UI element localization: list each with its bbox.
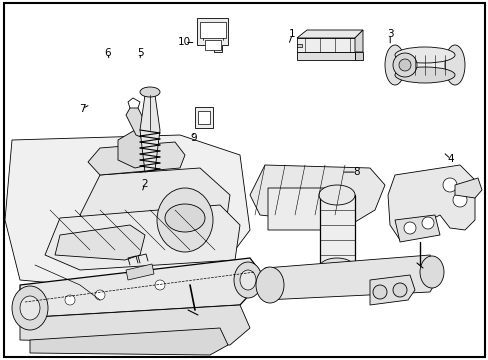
Polygon shape xyxy=(296,44,302,47)
Ellipse shape xyxy=(419,256,443,288)
Polygon shape xyxy=(5,135,249,290)
Ellipse shape xyxy=(164,204,204,232)
Ellipse shape xyxy=(12,286,48,330)
Polygon shape xyxy=(55,225,145,260)
Ellipse shape xyxy=(155,280,164,290)
Text: 1: 1 xyxy=(288,29,295,39)
Ellipse shape xyxy=(372,285,386,299)
Text: 3: 3 xyxy=(386,29,393,39)
Polygon shape xyxy=(126,264,154,280)
Polygon shape xyxy=(394,215,439,242)
Text: 7: 7 xyxy=(79,104,85,114)
Polygon shape xyxy=(387,165,474,240)
Polygon shape xyxy=(126,108,150,140)
Polygon shape xyxy=(195,107,213,128)
Polygon shape xyxy=(200,22,225,38)
Text: 8: 8 xyxy=(353,167,360,177)
Ellipse shape xyxy=(234,262,262,298)
Polygon shape xyxy=(454,178,481,198)
Polygon shape xyxy=(88,142,184,175)
Polygon shape xyxy=(394,55,454,75)
Ellipse shape xyxy=(140,87,160,97)
Polygon shape xyxy=(197,18,227,52)
Ellipse shape xyxy=(392,53,416,77)
Ellipse shape xyxy=(20,296,40,320)
Polygon shape xyxy=(198,111,209,124)
Polygon shape xyxy=(296,30,362,38)
Ellipse shape xyxy=(256,267,284,303)
Text: 4: 4 xyxy=(447,154,453,164)
Ellipse shape xyxy=(452,193,466,207)
Ellipse shape xyxy=(318,185,354,205)
Polygon shape xyxy=(20,305,249,345)
Polygon shape xyxy=(319,195,354,268)
Polygon shape xyxy=(354,30,362,52)
Polygon shape xyxy=(118,130,150,168)
Polygon shape xyxy=(264,255,439,300)
Polygon shape xyxy=(20,258,264,318)
Polygon shape xyxy=(30,328,227,355)
Ellipse shape xyxy=(394,47,454,63)
Ellipse shape xyxy=(157,188,213,252)
Polygon shape xyxy=(204,40,221,50)
Polygon shape xyxy=(45,205,240,270)
Polygon shape xyxy=(249,165,384,225)
Polygon shape xyxy=(267,188,354,230)
Ellipse shape xyxy=(442,178,456,192)
Ellipse shape xyxy=(421,217,433,229)
Ellipse shape xyxy=(240,270,256,290)
Text: 9: 9 xyxy=(190,132,197,143)
Ellipse shape xyxy=(394,67,454,83)
Polygon shape xyxy=(354,52,362,60)
Ellipse shape xyxy=(403,222,415,234)
Ellipse shape xyxy=(95,290,105,300)
Ellipse shape xyxy=(398,59,410,71)
Text: 5: 5 xyxy=(137,48,144,58)
Ellipse shape xyxy=(384,45,404,85)
Polygon shape xyxy=(80,168,229,240)
Ellipse shape xyxy=(444,45,464,85)
Ellipse shape xyxy=(318,258,354,278)
Text: 6: 6 xyxy=(104,48,111,58)
Polygon shape xyxy=(369,275,414,305)
Polygon shape xyxy=(296,38,354,52)
Polygon shape xyxy=(140,95,160,172)
Polygon shape xyxy=(296,52,354,60)
Text: 10: 10 xyxy=(178,37,191,48)
Text: 2: 2 xyxy=(141,179,148,189)
Ellipse shape xyxy=(392,283,406,297)
Ellipse shape xyxy=(65,295,75,305)
